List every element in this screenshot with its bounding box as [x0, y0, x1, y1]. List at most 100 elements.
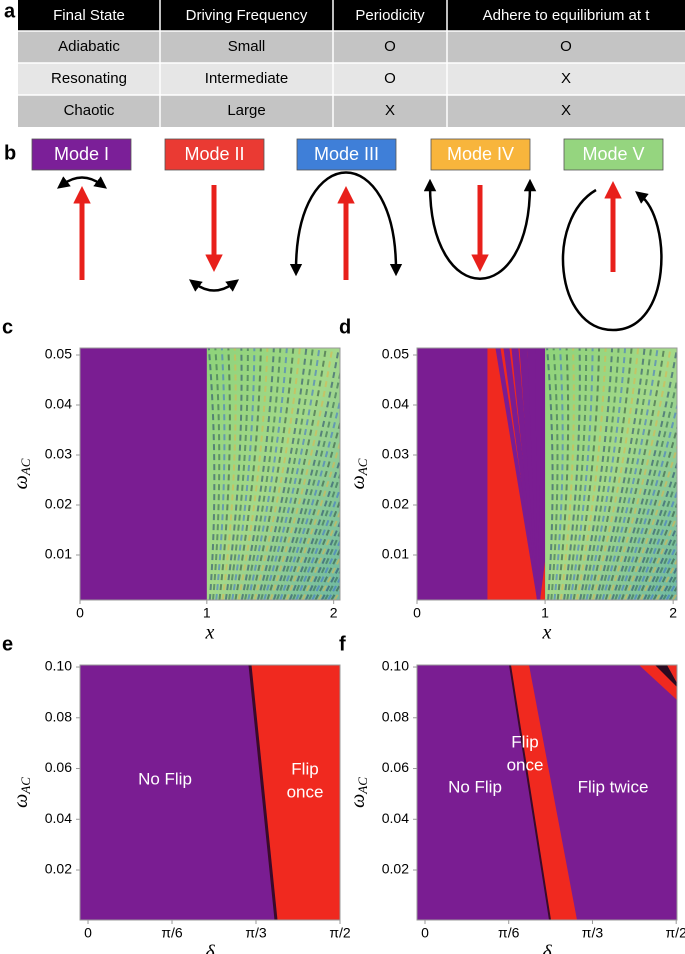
y-tick-label: 0.03 — [45, 446, 72, 462]
plot-frame — [79, 664, 341, 921]
x-tick-label: π/6 — [498, 925, 520, 941]
y-axis-label: ωAC — [10, 777, 33, 808]
texture — [221, 348, 237, 600]
y-tick-label: 0.02 — [382, 496, 409, 512]
texture — [237, 348, 269, 600]
texture — [295, 485, 340, 600]
y-tick-label: 0.06 — [45, 759, 72, 775]
texture — [595, 348, 646, 600]
texture — [301, 509, 340, 600]
region — [655, 665, 677, 687]
annotation: once — [507, 755, 544, 774]
table-cell: Large — [227, 102, 265, 119]
texture — [572, 348, 601, 600]
texture — [636, 501, 677, 600]
mode-box — [430, 138, 531, 171]
table-cell: X — [561, 102, 571, 119]
y-tick-label: 0.04 — [45, 396, 72, 412]
texture — [207, 348, 216, 600]
x-tick-label: π/3 — [582, 925, 604, 941]
y-tick-label: 0.01 — [382, 546, 409, 562]
x-tick-label: 2 — [330, 605, 338, 621]
texture — [627, 460, 677, 600]
table-cell: X — [561, 70, 571, 87]
y-tick-label: 0.05 — [382, 346, 409, 362]
mode-label: Mode IV — [447, 144, 514, 164]
table-row-bg — [18, 95, 685, 127]
table-cell: O — [384, 38, 396, 55]
table-cell: Intermediate — [205, 70, 288, 87]
texture — [585, 348, 627, 600]
y-axis-symbol: ω — [10, 475, 32, 489]
heatmap — [80, 665, 340, 920]
texture — [247, 348, 288, 600]
heatmap-content — [80, 348, 340, 600]
y-axis-subscript: AC — [18, 777, 33, 795]
y-tick-label: 0.10 — [382, 658, 409, 674]
texture — [285, 439, 340, 600]
plot-frame — [79, 347, 341, 601]
texture — [317, 555, 340, 600]
table-header-bg — [18, 0, 685, 31]
texture — [250, 348, 295, 600]
x-axis-label: x — [205, 622, 215, 644]
y-tick-label: 0.08 — [382, 708, 409, 724]
panel-label: d — [339, 316, 351, 338]
x-tick-label: π/6 — [161, 925, 183, 941]
x-axis-label: x — [542, 622, 552, 644]
x-tick-label: π/3 — [245, 925, 267, 941]
texture — [655, 558, 677, 600]
table-header-cell: Adhere to equilibrium at t — [483, 7, 651, 24]
texture — [234, 348, 262, 600]
texture — [601, 348, 659, 600]
texture — [633, 489, 677, 600]
texture — [617, 402, 677, 600]
table-cell: X — [385, 102, 395, 119]
table-row-bg — [18, 31, 685, 63]
y-axis-subscript: AC — [355, 458, 370, 476]
texture — [311, 539, 340, 600]
mode-diagrams — [56, 171, 663, 332]
annotation: No Flip — [138, 769, 192, 788]
texture — [231, 348, 256, 600]
texture — [244, 348, 282, 600]
table-cell: Resonating — [51, 70, 127, 87]
texture — [266, 348, 327, 600]
texture — [215, 348, 226, 600]
texture — [575, 348, 607, 600]
texture — [212, 348, 221, 600]
texture — [224, 348, 243, 600]
panel-label: c — [2, 316, 13, 338]
mode-box — [164, 138, 265, 171]
x-tick-label: 2 — [669, 605, 677, 621]
mode-label: Mode III — [314, 144, 379, 164]
mode-box — [31, 138, 132, 171]
y-tick-label: 0.02 — [45, 861, 72, 877]
table-row-bg — [18, 63, 685, 95]
y-axis-label: ωAC — [347, 458, 370, 489]
texture — [598, 348, 653, 600]
x-tick-label: π/2 — [329, 925, 351, 941]
heatmap — [417, 348, 677, 600]
texture — [546, 348, 554, 600]
texture — [304, 520, 340, 600]
y-tick-label: 0.10 — [45, 658, 72, 674]
table-cell: Chaotic — [64, 102, 115, 119]
panel-label: b — [4, 142, 16, 164]
texture — [240, 348, 275, 600]
y-tick-label: 0.04 — [382, 396, 409, 412]
table-cell: Small — [228, 38, 266, 55]
texture — [579, 348, 614, 600]
heatmap-content — [417, 348, 677, 600]
y-axis-label: ωAC — [347, 777, 370, 808]
heatmap — [417, 665, 677, 920]
y-axis-label: ωAC — [10, 458, 33, 489]
panel-label: e — [2, 633, 13, 655]
y-axis-symbol: ω — [10, 794, 32, 808]
texture — [569, 348, 594, 600]
texture — [308, 530, 340, 600]
table-cell: O — [560, 38, 572, 55]
texture — [588, 348, 633, 600]
texture — [253, 348, 301, 600]
texture — [288, 456, 340, 600]
